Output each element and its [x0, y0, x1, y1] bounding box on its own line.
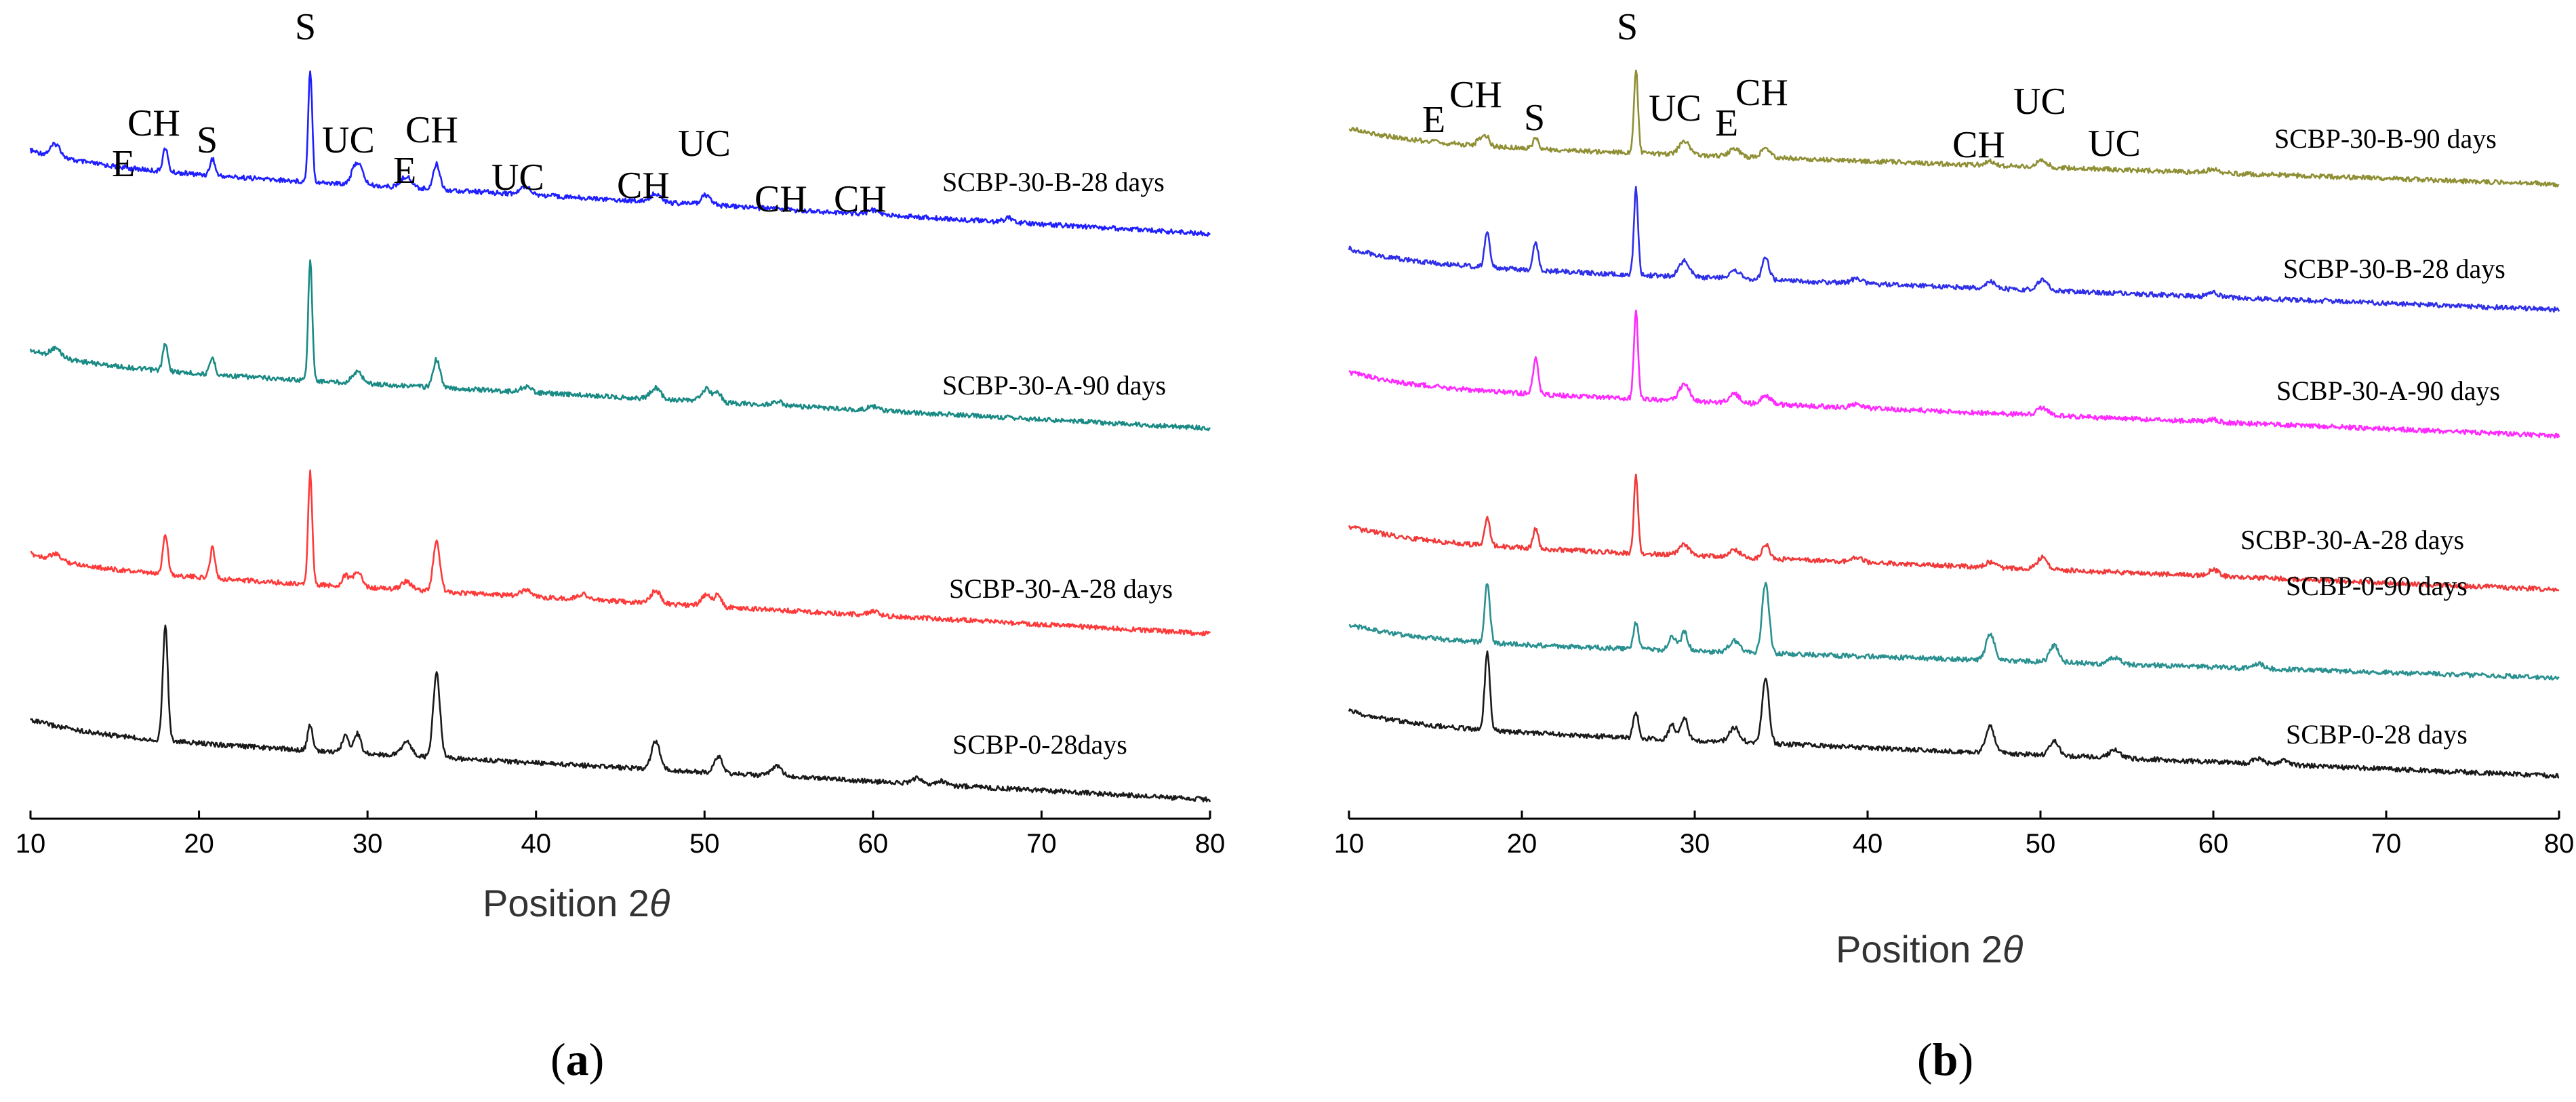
series-label: SCBP-0-28days [952, 729, 1127, 760]
x-tick-label: 40 [1853, 829, 1883, 859]
peak-annotation: S [1524, 97, 1545, 139]
panel-a-ticks: 10 20 30 40 50 60 70 80 [16, 811, 1226, 859]
series-label: SCBP-30-A-90 days [942, 370, 1166, 401]
peak-annotation: UC [322, 119, 375, 161]
x-tick-label: 30 [1680, 829, 1710, 859]
series-label: SCBP-0-90 days [2286, 571, 2468, 601]
series-line [1348, 650, 2560, 779]
series-line [1348, 309, 2560, 439]
peak-annotation: CH [617, 165, 670, 207]
peak-annotation: CH [1449, 74, 1502, 116]
series-line [1348, 473, 2560, 592]
series-label: SCBP-30-B-90 days [2274, 123, 2497, 154]
series-label: SCBP-0-28 days [2286, 719, 2468, 750]
x-tick-label: 80 [2544, 829, 2575, 859]
x-tick-label: 60 [2198, 829, 2229, 859]
series-label: SCBP-30-A-90 days [2276, 375, 2500, 406]
peak-annotation: CH [405, 109, 458, 151]
peak-annotation: E [112, 143, 135, 185]
x-tick-label: 10 [1334, 829, 1365, 859]
panel-a-series-labels: SCBP-30-B-28 days SCBP-30-A-90 days SCBP… [942, 167, 1173, 760]
panel-a-x-axis-title: Position 2θ [483, 882, 670, 924]
series-line [1348, 186, 2560, 313]
series-label: SCBP-30-B-28 days [942, 167, 1165, 197]
panel-b-peak-annotations: S E CH S UC E CH CH UC UC [1422, 6, 2141, 166]
panel-a-label: (a) [550, 1034, 604, 1085]
x-tick-label: 40 [521, 829, 551, 859]
x-tick-label: 50 [2026, 829, 2056, 859]
panel-b-ticks: 10 20 30 40 50 60 70 80 [1334, 811, 2575, 859]
x-tick-label: 50 [689, 829, 720, 859]
series-line [29, 259, 1211, 432]
x-tick-label: 30 [353, 829, 383, 859]
series-label: SCBP-30-A-28 days [949, 573, 1173, 604]
x-tick-label: 20 [184, 829, 214, 859]
series-line [1348, 581, 2560, 681]
panel-b-series-group [1348, 69, 2560, 779]
peak-annotation: CH [754, 178, 807, 220]
peak-annotation: CH [1952, 124, 2005, 166]
x-tick-label: 20 [1507, 829, 1537, 859]
peak-annotation: CH [127, 102, 180, 144]
x-tick-label: 70 [2371, 829, 2402, 859]
x-tick-label: 10 [16, 829, 46, 859]
peak-annotation: UC [491, 157, 544, 199]
panel-b: 10 20 30 40 50 60 70 80 SCBP-30-B-90 days SCBP-… [1334, 6, 2575, 1085]
series-line [30, 624, 1211, 802]
peak-annotation: S [197, 119, 218, 161]
series-line [30, 469, 1211, 637]
x-tick-label: 60 [858, 829, 889, 859]
peak-annotation: UC [2013, 81, 2066, 123]
peak-annotation: E [1422, 99, 1445, 141]
panel-a-peak-annotations: S E CH S UC E CH UC CH UC CH CH [112, 6, 887, 220]
panel-b-x-axis-title: Position 2θ [1836, 928, 2023, 971]
peak-annotation: S [1617, 6, 1638, 48]
series-line [1348, 69, 2560, 188]
panel-a-series-group [29, 70, 1211, 802]
peak-annotation: CH [1735, 72, 1788, 114]
series-label: SCBP-30-A-28 days [2240, 525, 2464, 555]
panel-b-label: (b) [1917, 1034, 1973, 1085]
x-tick-label: 70 [1026, 829, 1057, 859]
peak-annotation: S [295, 6, 316, 48]
peak-annotation: UC [678, 123, 731, 165]
peak-annotation: CH [834, 178, 887, 220]
peak-annotation: E [393, 150, 416, 192]
panel-b-series-labels: SCBP-30-B-90 days SCBP-30-B-28 days SCBP… [2240, 123, 2505, 750]
series-line [29, 70, 1211, 237]
peak-annotation: UC [1649, 87, 1702, 129]
panel-a: 10 20 30 40 50 60 70 80 SCBP-30-B-28 days SCBP-… [16, 6, 1226, 1085]
series-label: SCBP-30-B-28 days [2283, 253, 2505, 284]
peak-annotation: E [1715, 102, 1738, 144]
peak-annotation: UC [2088, 123, 2141, 165]
x-tick-label: 80 [1195, 829, 1226, 859]
